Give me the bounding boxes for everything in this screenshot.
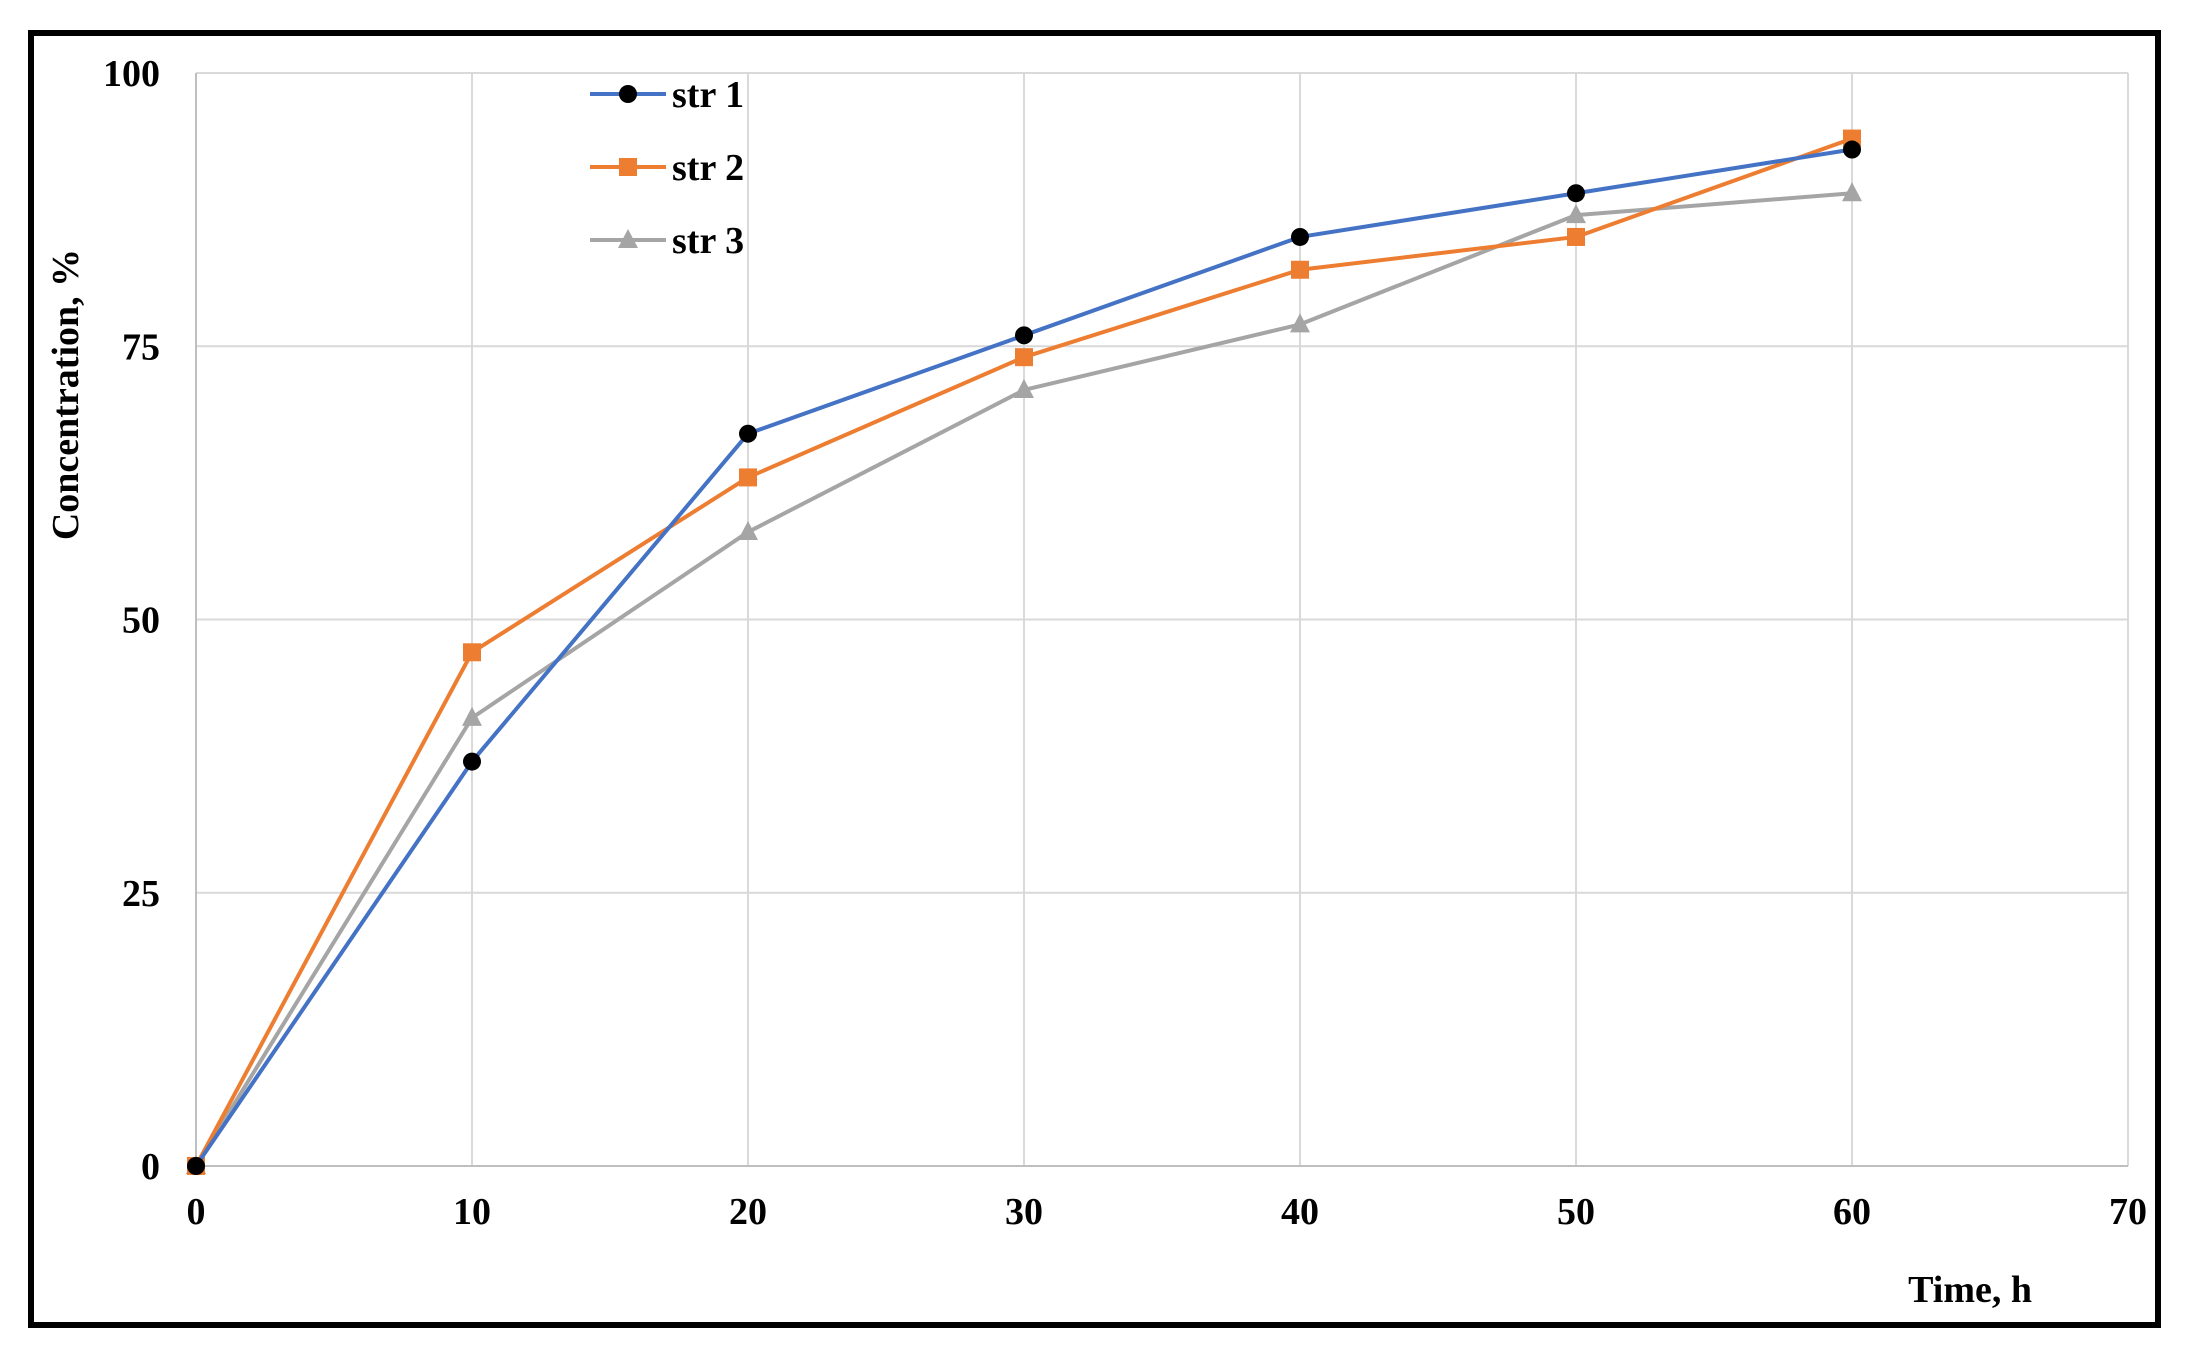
legend-marker: [618, 229, 638, 248]
legend-item-1: str 1: [590, 74, 744, 116]
y-tick-label: 50: [122, 600, 160, 642]
data-point: [1567, 184, 1585, 203]
legend-marker: [619, 158, 637, 176]
legend-marker: [619, 85, 637, 103]
y-axis-title: Concentration, %: [45, 249, 87, 540]
y-tick-label: 25: [122, 873, 160, 915]
y-tick-label: 75: [122, 326, 160, 368]
data-point: [1015, 326, 1033, 345]
data-point: [1015, 348, 1033, 367]
data-point: [1843, 140, 1861, 159]
data-point: [1291, 260, 1309, 279]
legend-item-3: str 3: [590, 220, 744, 262]
data-point: [1291, 227, 1309, 246]
x-tick-label: 50: [1557, 1191, 1595, 1233]
data-point: [1290, 313, 1310, 333]
axes: [195, 73, 2128, 1167]
grid: [196, 72, 2129, 1166]
data-point: [187, 1157, 205, 1175]
legend: str 1 str 2 str 3: [590, 74, 744, 262]
data-point: [739, 468, 757, 487]
legend-item-2: str 2: [590, 147, 744, 189]
x-tick-label: 20: [729, 1191, 767, 1233]
x-tick-label: 60: [1833, 1191, 1871, 1233]
x-tick-label: 10: [453, 1191, 491, 1233]
series-layer: [186, 129, 1862, 1175]
y-tick-label: 100: [103, 53, 160, 95]
y-tick-label: 0: [141, 1146, 160, 1188]
data-point: [1567, 227, 1585, 246]
data-point: [463, 643, 481, 662]
data-point: [462, 706, 482, 726]
chart-frame: [28, 30, 2161, 1328]
series-1: [187, 140, 1861, 1175]
legend-label: str 1: [672, 74, 744, 116]
series-3: [186, 182, 1862, 1174]
data-point: [739, 424, 757, 443]
x-tick-label: 40: [1281, 1191, 1319, 1233]
data-point: [463, 752, 481, 771]
x-tick-label: 70: [2109, 1191, 2147, 1233]
data-point: [738, 521, 758, 541]
tick-labels: 0 10 20 30 40 50 60 70 0 25 50 75 100: [103, 53, 2147, 1233]
data-point: [1014, 378, 1034, 398]
x-tick-label: 0: [187, 1191, 206, 1233]
legend-label: str 2: [672, 147, 744, 189]
x-tick-label: 30: [1005, 1191, 1043, 1233]
legend-label: str 3: [672, 220, 744, 262]
data-point: [1566, 204, 1586, 224]
data-point: [1842, 182, 1862, 202]
x-axis-title: Time, h: [1908, 1269, 2032, 1311]
